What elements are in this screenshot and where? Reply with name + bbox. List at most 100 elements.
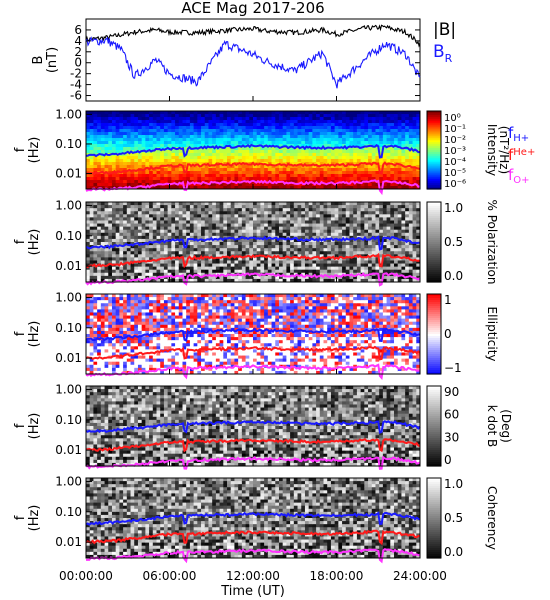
spectrogram-cell — [327, 153, 332, 157]
spectrogram-cell — [223, 138, 228, 142]
spectrogram-cell — [312, 223, 317, 228]
spectrogram-cell — [290, 232, 295, 237]
spectrogram-cell — [349, 278, 354, 283]
spectrogram-cell — [334, 168, 339, 172]
spectrogram-cell — [175, 144, 180, 148]
spectrogram-cell — [297, 120, 302, 124]
spectrogram-cell — [368, 114, 373, 118]
spectrogram-cell — [215, 123, 221, 127]
spectrogram-cell — [408, 132, 414, 136]
spectrogram-cell — [175, 171, 180, 175]
spectrogram-cell — [111, 174, 117, 178]
spectrogram-cell — [245, 208, 250, 212]
spectrogram-cell — [334, 220, 339, 225]
spectrogram-cell — [260, 266, 265, 271]
spectrogram-cell — [312, 229, 317, 234]
spectrogram-cell — [97, 117, 102, 121]
spectrogram-cell — [416, 226, 421, 231]
spectrogram-cell — [293, 263, 299, 268]
spectrogram-cell — [134, 120, 139, 124]
spectrogram-cell — [193, 232, 198, 237]
spectrogram-cell — [234, 229, 239, 234]
spectrogram-cell — [126, 156, 132, 160]
spectrogram-cell — [189, 245, 195, 249]
spectrogram-cell — [282, 242, 287, 246]
spectrogram-cell — [230, 229, 235, 234]
spectrogram-cell — [267, 202, 273, 206]
spectrogram-cell — [156, 205, 161, 209]
spectrogram-cells — [86, 294, 421, 375]
spectrogram-cell — [256, 138, 261, 142]
spectrogram-cell — [100, 159, 106, 163]
spectrogram-cell — [416, 132, 421, 136]
spectrogram-cell — [137, 229, 143, 234]
spectrogram-cell — [375, 156, 380, 160]
spectrogram-cell — [100, 138, 106, 142]
spectrogram-cell — [382, 232, 388, 237]
spectrogram-cell — [86, 340, 91, 344]
series-b-r — [85, 36, 421, 89]
spectrogram-cell — [308, 114, 313, 118]
colorbar-step — [427, 260, 441, 263]
colorbar-step — [427, 175, 441, 178]
spectrogram-cell — [238, 217, 243, 221]
spectrogram-cell — [282, 177, 287, 181]
spectrogram-cell — [108, 180, 113, 184]
spectrogram-cell — [93, 361, 98, 366]
spectrogram-cell — [271, 186, 276, 190]
spectrogram-cell — [397, 165, 402, 169]
spectrogram-cell — [234, 138, 239, 142]
spectrogram-cell — [304, 117, 310, 121]
spectrogram-cell — [327, 141, 332, 145]
spectrogram-cell — [223, 257, 228, 261]
spectrogram-cell — [401, 177, 406, 181]
spectrogram-cell — [364, 211, 369, 215]
spectrogram-cell — [394, 202, 399, 206]
spectrogram-cell — [189, 278, 195, 283]
spectrogram-cell — [126, 223, 132, 228]
spectrogram-cell — [163, 263, 169, 268]
ytick-label: 1.00 — [55, 107, 82, 121]
spectrogram-cell — [408, 144, 414, 148]
spectrogram-cell — [238, 214, 243, 218]
spectrogram-cell — [241, 159, 247, 163]
spectrogram-cell — [197, 208, 202, 212]
colorbar-step — [427, 157, 441, 161]
spectrogram-cell — [282, 123, 287, 127]
spectrogram-cell — [282, 114, 287, 118]
spectrogram-cell — [304, 129, 310, 133]
spectrogram-cell — [104, 162, 109, 166]
spectrogram-cell — [408, 217, 414, 221]
spectrogram-cell — [271, 120, 276, 124]
spectrogram-cell — [408, 159, 414, 163]
spectrogram-cell — [360, 257, 365, 261]
spectrogram-cell — [134, 272, 139, 277]
spectrogram-cell — [290, 208, 295, 212]
spectrogram-cell — [405, 162, 410, 166]
spectrogram-cell — [119, 205, 124, 209]
spectrogram-cell — [93, 321, 98, 326]
spectrogram-cell — [256, 153, 261, 157]
spectrogram-cell — [238, 123, 243, 127]
spectrogram-cell — [126, 254, 132, 258]
spectrogram-cell — [149, 220, 154, 225]
colorbar-step — [427, 208, 441, 211]
spectrogram-cell — [208, 214, 213, 218]
spectrogram-cell — [104, 303, 109, 307]
spectrogram-cell — [230, 211, 235, 215]
spectrogram-cell — [264, 275, 269, 280]
spectrogram-cell — [379, 254, 384, 258]
spectrogram-cell — [100, 186, 106, 190]
spectrogram-cell — [193, 117, 198, 121]
spectrogram-cell — [193, 186, 198, 190]
spectrogram-cell — [330, 150, 336, 154]
spectrogram-cell — [130, 171, 135, 175]
spectrogram-cell — [338, 248, 343, 252]
spectrogram-cell — [186, 202, 191, 206]
b-ytick-label: 6 — [74, 23, 82, 37]
spectrogram-cell — [334, 126, 339, 130]
spectrogram-cell — [126, 229, 132, 234]
spectrogram-cell — [375, 260, 380, 265]
spectrogram-cell — [204, 165, 209, 169]
spectrogram-cell — [316, 117, 321, 121]
